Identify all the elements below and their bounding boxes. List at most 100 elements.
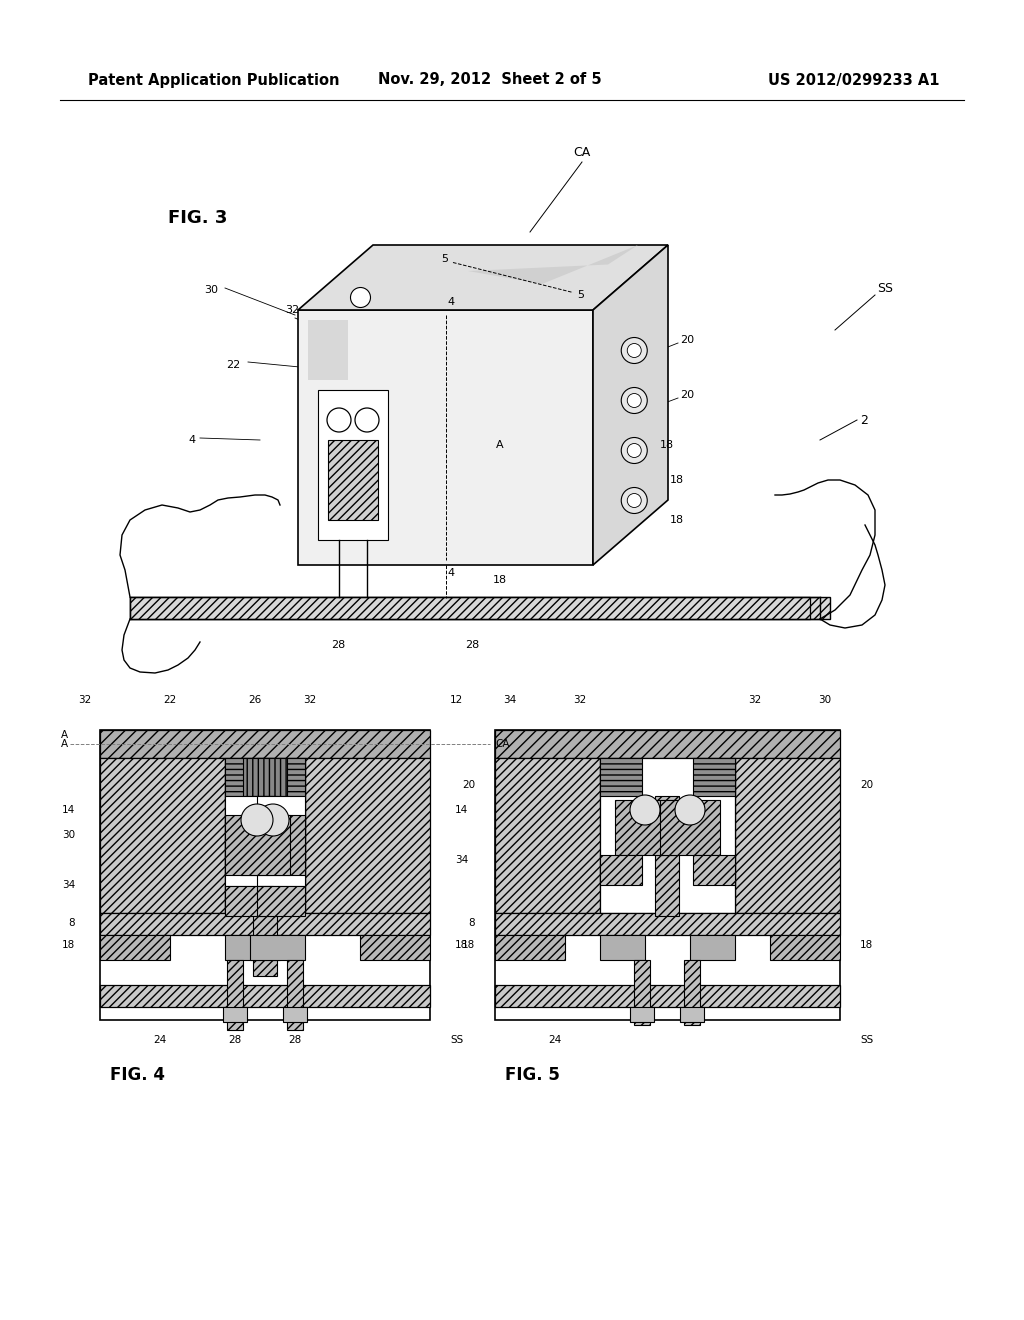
- Text: 18: 18: [455, 940, 468, 950]
- Bar: [680, 1007, 705, 1022]
- Text: 18: 18: [670, 475, 684, 484]
- Text: CA: CA: [573, 145, 591, 158]
- Bar: [634, 960, 650, 1026]
- Bar: [318, 389, 388, 540]
- Bar: [225, 796, 273, 886]
- Bar: [495, 758, 600, 913]
- Circle shape: [628, 393, 641, 408]
- Circle shape: [327, 408, 351, 432]
- Bar: [600, 758, 642, 796]
- Text: 18: 18: [462, 940, 475, 950]
- Bar: [225, 886, 273, 916]
- Text: 24: 24: [154, 1035, 167, 1045]
- Bar: [100, 758, 225, 913]
- Circle shape: [622, 437, 647, 463]
- Bar: [225, 935, 280, 960]
- Text: 34: 34: [504, 696, 517, 705]
- Text: SS: SS: [877, 281, 893, 294]
- Text: 22: 22: [225, 360, 240, 370]
- Text: 20: 20: [462, 780, 475, 789]
- Text: 2: 2: [860, 413, 868, 426]
- Bar: [100, 730, 430, 758]
- Bar: [655, 796, 679, 916]
- Text: 30: 30: [204, 285, 218, 294]
- Polygon shape: [298, 246, 668, 310]
- Text: FIG. 4: FIG. 4: [110, 1067, 165, 1084]
- Text: 22: 22: [164, 696, 176, 705]
- Bar: [600, 935, 645, 960]
- Circle shape: [628, 494, 641, 507]
- Circle shape: [675, 795, 705, 825]
- Text: Patent Application Publication: Patent Application Publication: [88, 73, 340, 87]
- Text: 20: 20: [680, 389, 694, 400]
- Text: 18: 18: [670, 515, 684, 525]
- Bar: [257, 796, 305, 886]
- Text: FIG. 3: FIG. 3: [168, 209, 227, 227]
- Bar: [223, 1007, 247, 1022]
- Text: Nov. 29, 2012  Sheet 2 of 5: Nov. 29, 2012 Sheet 2 of 5: [378, 73, 602, 87]
- Polygon shape: [468, 246, 638, 284]
- Bar: [130, 597, 810, 619]
- Bar: [100, 730, 430, 1020]
- Text: US 2012/0299233 A1: US 2012/0299233 A1: [768, 73, 940, 87]
- Bar: [600, 855, 642, 884]
- Text: 24: 24: [549, 1035, 561, 1045]
- Circle shape: [630, 795, 660, 825]
- Text: 18: 18: [860, 940, 873, 950]
- Text: CA: CA: [495, 739, 510, 748]
- Bar: [225, 758, 273, 796]
- Text: 32: 32: [749, 696, 762, 705]
- Text: 26: 26: [249, 696, 261, 705]
- Text: A: A: [60, 730, 68, 741]
- Text: 4: 4: [446, 568, 454, 578]
- Text: 4: 4: [446, 297, 454, 308]
- Text: 5: 5: [441, 255, 449, 264]
- Bar: [298, 310, 593, 565]
- Text: 5: 5: [578, 290, 585, 301]
- Text: 8: 8: [69, 917, 75, 928]
- Circle shape: [622, 388, 647, 413]
- Circle shape: [622, 338, 647, 363]
- Bar: [684, 960, 700, 1026]
- Bar: [240, 814, 305, 875]
- Circle shape: [257, 804, 289, 836]
- Text: 28: 28: [465, 640, 479, 649]
- Circle shape: [355, 408, 379, 432]
- Text: 28: 28: [228, 1035, 242, 1045]
- Bar: [660, 800, 720, 855]
- Text: SS: SS: [860, 1035, 873, 1045]
- Text: 32: 32: [285, 305, 299, 315]
- Text: 18: 18: [660, 440, 674, 450]
- Bar: [693, 855, 735, 884]
- Bar: [328, 440, 378, 520]
- Text: FIG. 5: FIG. 5: [505, 1067, 560, 1084]
- Circle shape: [622, 487, 647, 513]
- Circle shape: [628, 343, 641, 358]
- Bar: [225, 758, 305, 913]
- Bar: [253, 796, 278, 975]
- Text: 20: 20: [680, 335, 694, 345]
- Bar: [735, 758, 840, 913]
- Bar: [495, 935, 565, 960]
- Bar: [495, 730, 840, 1020]
- Bar: [130, 597, 830, 619]
- Bar: [100, 935, 170, 960]
- Bar: [227, 960, 243, 1030]
- Text: 18: 18: [493, 576, 507, 585]
- Bar: [257, 886, 305, 916]
- Bar: [225, 814, 290, 875]
- Text: 18: 18: [61, 940, 75, 950]
- Bar: [243, 758, 287, 796]
- Bar: [770, 935, 840, 960]
- Bar: [690, 935, 735, 960]
- Bar: [693, 758, 735, 796]
- Text: 4: 4: [188, 436, 196, 445]
- Text: A: A: [497, 440, 504, 450]
- Text: 34: 34: [455, 855, 468, 865]
- Text: A: A: [60, 739, 68, 748]
- Text: 30: 30: [61, 830, 75, 840]
- Polygon shape: [308, 319, 348, 380]
- Bar: [257, 758, 305, 796]
- Text: 32: 32: [79, 696, 91, 705]
- Bar: [630, 1007, 654, 1022]
